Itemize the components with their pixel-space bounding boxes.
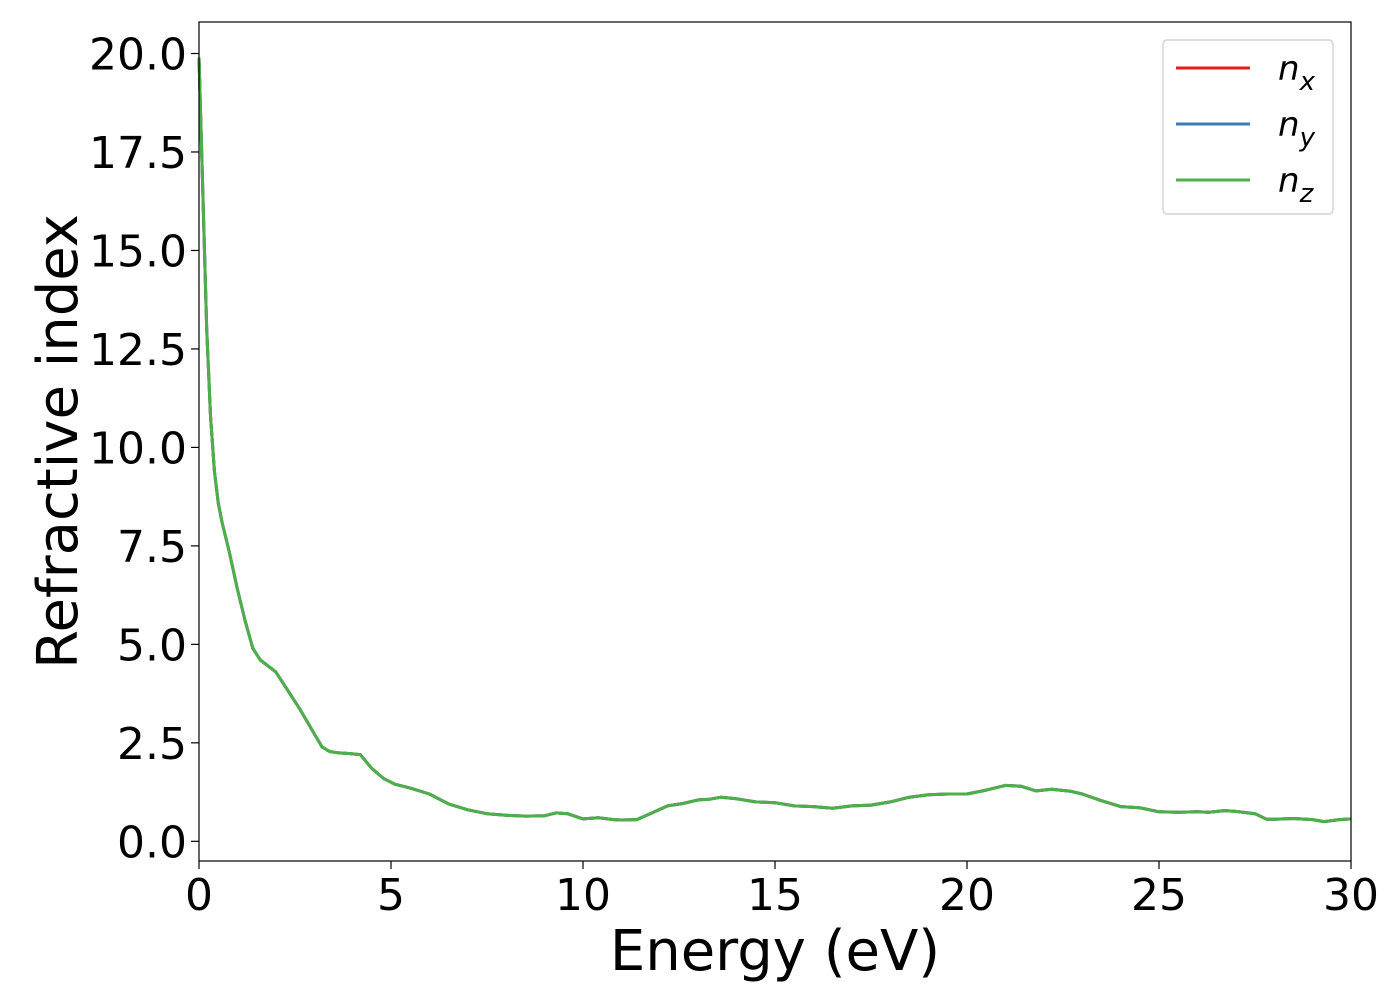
legend-label: nz — [1278, 161, 1315, 209]
legend-label: ny — [1278, 105, 1316, 153]
x-axis-title: Energy (eV) — [610, 919, 940, 984]
y-axis-ticks: 0.0 2.5 5.0 7.5 10.0 12.5 15.0 17.5 20.0 — [89, 30, 199, 868]
legend-box — [1162, 39, 1334, 215]
y-tick-label: 17.5 — [89, 128, 187, 179]
x-tick-label: 25 — [1131, 870, 1187, 921]
y-axis-title: Refractive index — [26, 214, 91, 669]
x-tick-label: 30 — [1323, 870, 1379, 921]
y-tick-label: 5.0 — [117, 620, 187, 671]
y-tick-label: 2.5 — [117, 719, 187, 770]
x-tick-label: 15 — [747, 870, 803, 921]
y-tick-label: 7.5 — [117, 522, 187, 573]
y-tick-label: 15.0 — [89, 226, 187, 277]
x-tick-label: 10 — [555, 870, 611, 921]
x-tick-label: 20 — [939, 870, 995, 921]
legend-entry-n-y: ny — [1176, 105, 1316, 153]
legend-entry-n-z: nz — [1176, 161, 1315, 209]
y-tick-label: 20.0 — [89, 30, 187, 81]
y-tick-label: 0.0 — [117, 817, 187, 868]
series-line-n_z — [197, 57, 1352, 824]
x-axis-ticks: 0 5 10 15 20 25 30 — [185, 861, 1379, 921]
x-tick-label: 5 — [377, 870, 405, 921]
series-layer — [197, 57, 1352, 824]
y-tick-label: 10.0 — [89, 423, 187, 474]
legend: nx ny nz — [1162, 39, 1334, 215]
y-tick-label: 12.5 — [89, 325, 187, 376]
x-tick-label: 0 — [185, 870, 213, 921]
legend-entry-n-x: nx — [1176, 49, 1316, 97]
legend-label: nx — [1278, 49, 1316, 97]
